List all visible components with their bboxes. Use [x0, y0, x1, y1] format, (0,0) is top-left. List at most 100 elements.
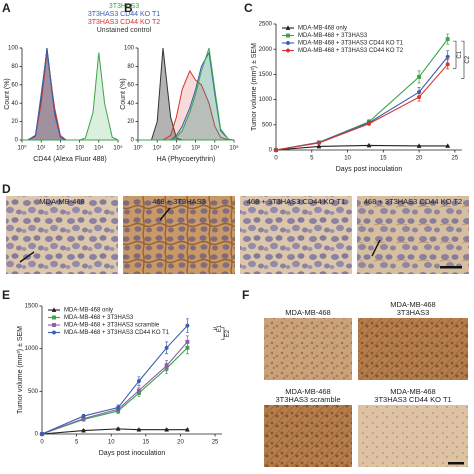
series-line — [275, 63, 449, 151]
y-tick-label: 2000 — [259, 47, 273, 53]
micrograph — [264, 405, 352, 467]
x-tick-label: 0 — [40, 440, 44, 446]
y-tick-label: 500 — [262, 122, 273, 128]
legend-label: MDA-MB-468 + 3T3HAS3 — [298, 33, 368, 39]
series-line — [41, 428, 188, 435]
data-point — [164, 363, 169, 368]
x-tick-label: 15 — [143, 440, 150, 446]
panel-letter: D — [2, 182, 11, 196]
series-line — [41, 325, 188, 435]
image-label: 468 + 3T3HAS3 CD44 KO T1 — [247, 197, 345, 206]
y-tick-label: 20 — [127, 119, 134, 125]
micrograph — [264, 318, 352, 380]
significance-bracket — [461, 40, 465, 79]
data-point — [81, 414, 86, 419]
panel-letter: B — [124, 1, 133, 15]
data-point — [273, 147, 279, 153]
y-axis-label: Count (%) — [4, 78, 11, 110]
legend-label: MDA-MB-468 + 3T3HAS3 — [64, 315, 134, 321]
x-tick-label: 0 — [274, 156, 278, 162]
x-tick-label: 10⁰ — [17, 145, 27, 152]
image-label: MDA-MB-468 — [285, 387, 330, 396]
data-point — [445, 143, 451, 148]
significance-label: C1 — [457, 50, 463, 58]
y-tick-label: 1500 — [25, 304, 39, 310]
legend-label: 3T3HAS3 — [109, 3, 139, 10]
data-point — [185, 323, 190, 328]
y-axis-label: Count (%) — [120, 78, 127, 110]
significance-bracket — [213, 327, 217, 330]
legend-label: MDA-MB-468 + 3T3HAS3 CD44 KO T1 — [298, 41, 404, 47]
data-point — [417, 74, 422, 79]
data-point — [136, 388, 141, 393]
legend-label: 3T3HAS3 CD44 KO T2 — [88, 19, 160, 26]
data-point — [116, 405, 121, 410]
y-tick-label: 0 — [15, 138, 19, 144]
scale-bar — [440, 266, 462, 269]
x-tick-label: 10² — [56, 146, 65, 152]
legend-label: MDA-MB-468 + 3T3HAS3 CD44 KO T2 — [298, 48, 404, 54]
micrograph — [6, 196, 118, 274]
micrograph — [240, 196, 352, 274]
significance-bracket — [453, 40, 457, 69]
legend-label: MDA-MB-468 + 3T3HAS3 scramble — [64, 323, 160, 329]
legend-marker — [52, 315, 56, 320]
legend-marker — [285, 40, 291, 46]
image-label: MDA-MB-468 — [390, 300, 435, 309]
data-point — [445, 37, 450, 42]
data-point — [445, 62, 450, 67]
x-tick-label: 20 — [416, 156, 423, 162]
data-point — [164, 345, 169, 350]
x-axis-label: Days post inoculation — [336, 166, 403, 173]
x-tick-label: 10⁵ — [113, 145, 123, 152]
data-point — [316, 143, 322, 149]
x-tick-label: 15 — [380, 156, 387, 162]
y-tick-label: 40 — [11, 101, 18, 107]
micrograph — [123, 196, 235, 274]
data-point — [445, 54, 450, 59]
legend-marker — [285, 48, 291, 53]
panel-letter: A — [2, 1, 11, 15]
legend-marker — [51, 307, 57, 312]
image-label: 3T3HAS3 CD44 KO T1 — [374, 395, 451, 404]
data-point — [136, 379, 141, 384]
y-tick-label: 80 — [127, 64, 134, 70]
panel-letter: C — [244, 1, 253, 15]
x-tick-label: 5 — [310, 156, 314, 162]
x-tick-label: 25 — [212, 440, 219, 446]
y-tick-label: 100 — [8, 46, 19, 52]
data-point — [136, 426, 142, 432]
legend-label: Unstained control — [97, 27, 152, 34]
y-axis-label: Tumor volume (mm³) ± SEM — [17, 326, 24, 414]
legend-label: MDA-MB-468 + 3T3HAS3 CD44 KO T1 — [64, 330, 170, 336]
y-tick-label: 0 — [35, 432, 39, 438]
significance-label: E1 — [217, 324, 223, 332]
x-tick-label: 10³ — [75, 146, 84, 152]
image-label: MDA-MB-468 — [285, 308, 330, 317]
x-tick-label: 20 — [177, 440, 184, 446]
data-point — [366, 142, 372, 148]
x-tick-label: 10⁰ — [133, 145, 143, 152]
micrograph — [358, 318, 468, 380]
x-tick-label: 10 — [108, 440, 115, 446]
x-tick-label: 10³ — [191, 146, 200, 152]
x-tick-label: 10² — [172, 146, 181, 152]
data-point — [81, 427, 86, 433]
y-tick-label: 60 — [11, 82, 18, 88]
image-label: 468 + 3T3HAS3 CD44 KO T2 — [364, 197, 462, 206]
arrow — [159, 207, 171, 221]
x-tick-label: 10¹ — [37, 146, 46, 152]
histogram-curve — [138, 47, 235, 141]
panel-letter: E — [2, 288, 10, 302]
x-tick-label: 5 — [75, 440, 79, 446]
x-tick-label: 10⁴ — [210, 145, 220, 152]
histogram-curve — [22, 52, 119, 141]
legend-label: MDA-MB-468 only — [64, 308, 113, 314]
arrow — [371, 239, 381, 257]
data-point — [115, 426, 121, 431]
arrow — [19, 251, 35, 263]
data-point — [164, 426, 170, 432]
y-tick-label: 40 — [127, 101, 134, 107]
image-label: 468 + 3T3HAS3 — [152, 197, 206, 206]
x-tick-label: 10¹ — [153, 146, 162, 152]
